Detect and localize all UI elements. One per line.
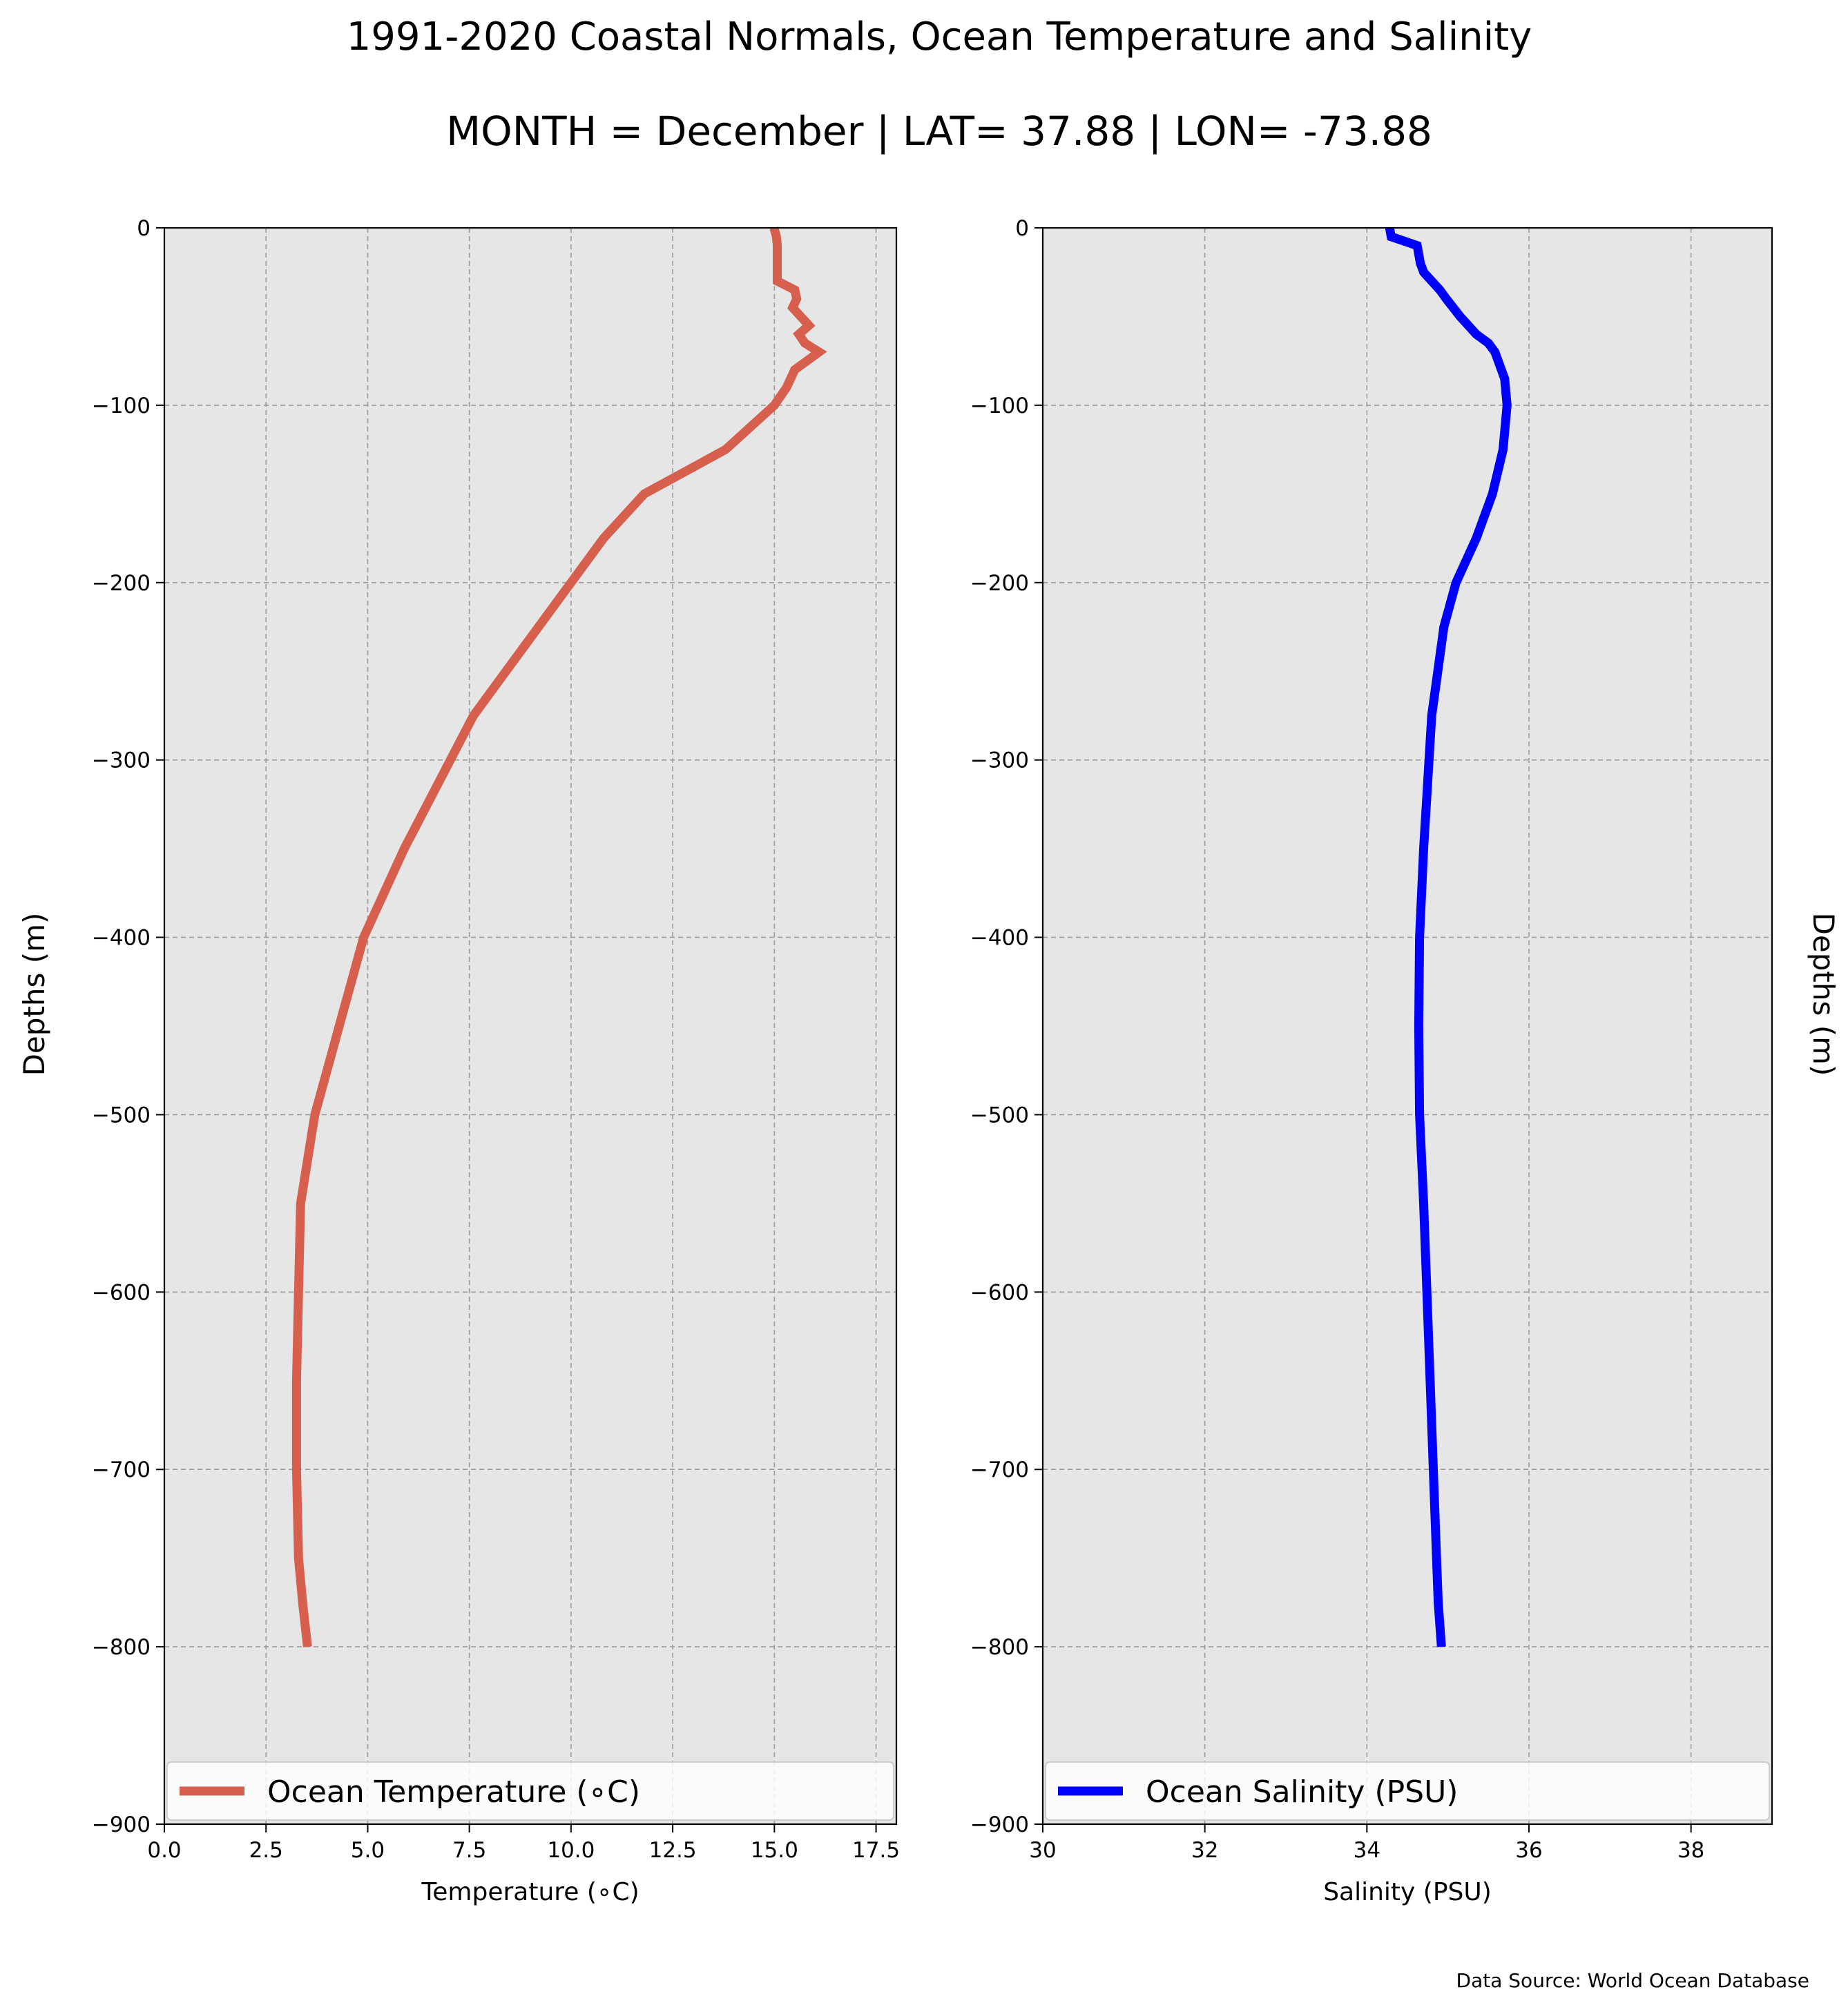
temperature-y-tick-label: −500 — [92, 1103, 151, 1128]
salinity-legend: Ocean Salinity (PSU) — [1045, 1761, 1770, 1821]
salinity-panel: 30 32 34 36 38 0 −100 −200 −300 −400 −500 −600 −700 −… — [970, 216, 1773, 1906]
temperature-panel: 0.0 2.5 5.0 7.5 10.0 12.5 15.0 17.5 0 −100 −200 −30… — [92, 216, 900, 1906]
temperature-x-tick-label: 2.5 — [249, 1838, 283, 1863]
salinity-y-tick-label: 0 — [1015, 216, 1029, 241]
salinity-y-tick-label: −600 — [970, 1280, 1029, 1305]
temperature-legend: Ocean Temperature (∘C) — [166, 1761, 894, 1821]
figure-title: 1991-2020 Coastal Normals, Ocean Tempera… — [347, 14, 1532, 59]
temperature-legend-box — [166, 1761, 894, 1821]
temperature-x-tick-label: 0.0 — [147, 1838, 181, 1863]
temperature-x-tick-label: 5.0 — [351, 1838, 385, 1863]
temperature-y-tick-label: −600 — [92, 1280, 151, 1305]
salinity-x-tick-label: 38 — [1677, 1838, 1704, 1863]
salinity-series-line — [1385, 226, 1512, 1647]
temperature-y-tick-label: −900 — [92, 1812, 151, 1837]
temperature-y-tick-label: −300 — [92, 748, 151, 773]
temperature-plot-area — [164, 228, 896, 1824]
salinity-y-tick-label: −500 — [970, 1103, 1029, 1128]
salinity-axes-frame — [1041, 226, 1773, 1826]
temperature-axes-frame — [163, 226, 898, 1826]
salinity-y-tick-label: −800 — [970, 1635, 1029, 1660]
salinity-y-tick-label: −400 — [970, 926, 1029, 951]
figure-subtitle: MONTH = December | LAT= 37.88 | LON= -73… — [446, 108, 1432, 155]
right-y-axis-label: Depths (m) — [1807, 913, 1840, 1076]
temperature-y-tick-label: −700 — [92, 1458, 151, 1482]
temperature-y-tick-label: −800 — [92, 1635, 151, 1660]
salinity-legend-label: Ocean Salinity (PSU) — [1146, 1774, 1458, 1810]
temperature-x-tick-label: 10.0 — [547, 1838, 595, 1863]
salinity-plot-area — [1043, 228, 1772, 1824]
temperature-y-tick-label: 0 — [137, 216, 151, 241]
temperature-series-line — [291, 226, 827, 1647]
salinity-legend-box — [1045, 1761, 1770, 1821]
temperature-x-axis-label: Temperature (∘C) — [421, 1878, 639, 1906]
salinity-y-tick-label: −900 — [970, 1812, 1029, 1837]
temperature-y-tick-label: −400 — [92, 926, 151, 951]
temperature-y-tick-label: −200 — [92, 571, 151, 596]
salinity-x-tick-label: 32 — [1191, 1838, 1218, 1863]
data-source-note: Data Source: World Ocean Database — [1456, 1969, 1809, 1992]
temperature-x-tick-label: 12.5 — [649, 1838, 697, 1863]
temperature-x-tick-label: 17.5 — [852, 1838, 900, 1863]
left-y-axis-label: Depths (m) — [17, 913, 51, 1076]
salinity-x-tick-label: 30 — [1029, 1838, 1056, 1863]
temperature-y-tick-label: −100 — [92, 394, 151, 418]
temperature-x-tick-label: 15.0 — [751, 1838, 798, 1863]
salinity-y-tick-label: −700 — [970, 1458, 1029, 1482]
salinity-x-axis-label: Salinity (PSU) — [1323, 1878, 1492, 1906]
salinity-y-tick-label: −300 — [970, 748, 1029, 773]
salinity-y-tick-label: −200 — [970, 571, 1029, 596]
salinity-x-tick-label: 36 — [1515, 1838, 1542, 1863]
temperature-x-tick-label: 7.5 — [452, 1838, 486, 1863]
salinity-y-tick-label: −100 — [970, 394, 1029, 418]
temperature-legend-label: Ocean Temperature (∘C) — [267, 1774, 640, 1810]
salinity-x-tick-label: 34 — [1354, 1838, 1380, 1863]
